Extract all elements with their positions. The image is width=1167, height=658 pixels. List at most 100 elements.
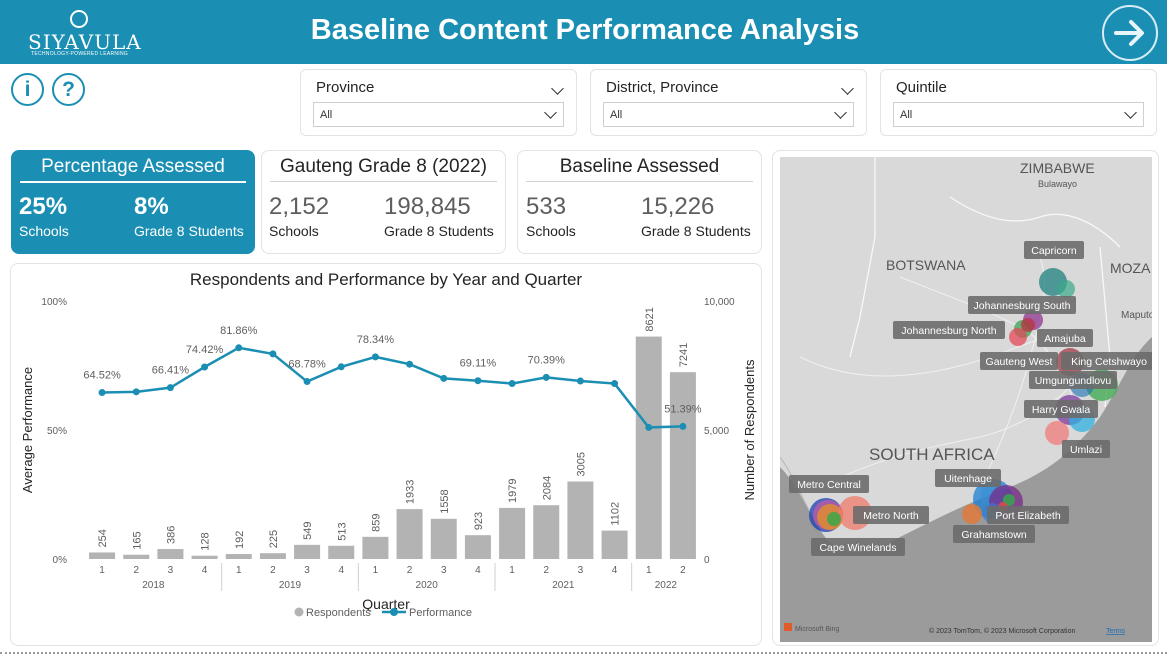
place-label: Maputo [1121, 310, 1152, 321]
schools-label: Schools [526, 223, 576, 239]
chevron-down-icon [544, 106, 557, 119]
bar-data-label: 2084 [541, 476, 553, 500]
card-title: Percentage Assessed [41, 156, 225, 177]
district-label: Metro North [863, 510, 919, 522]
district-bubble[interactable] [1057, 280, 1075, 298]
info-icon[interactable]: i [11, 73, 44, 106]
bar-data-label: 254 [97, 529, 109, 547]
district-label: Harry Gwala [1032, 404, 1091, 416]
district-bubble[interactable] [1021, 318, 1035, 332]
district-map[interactable]: ZIMBABWE Bulawayo BOTSWANA SOUTH AFRICA … [780, 157, 1152, 642]
bar-data-label: 192 [234, 531, 246, 549]
province-slicer[interactable]: Province All [300, 69, 577, 136]
district-dropdown[interactable]: All [603, 102, 854, 127]
respondents-performance-chart[interactable]: Respondents and Performance by Year and … [10, 263, 762, 646]
district-bubble[interactable] [1009, 328, 1027, 346]
students-count: 15,226 [641, 193, 715, 220]
district-label: Grahamstown [961, 529, 1027, 541]
place-label: Bulawayo [1038, 179, 1077, 189]
year-tick-label: 2021 [552, 580, 575, 591]
district-label: Umlazi [1070, 444, 1102, 456]
respondents-bar [430, 518, 457, 559]
gauteng-grade8-card: Gauteng Grade 8 (2022) 2,152 Schools 198… [261, 150, 506, 254]
y2-tick-label: 0 [704, 555, 710, 566]
bar-data-label: 513 [336, 522, 348, 540]
respondents-bar [259, 553, 286, 559]
card-divider [526, 181, 753, 182]
respondents-bar [157, 549, 184, 559]
card-title: Gauteng Grade 8 (2022) [279, 156, 488, 177]
x-axis-title: Quarter [362, 596, 410, 612]
district-bubble[interactable] [1045, 421, 1069, 445]
bar-data-label: 386 [165, 526, 177, 544]
quintile-dropdown-value: All [900, 109, 913, 121]
microsoft-logo-icon [784, 623, 792, 631]
chevron-down-icon[interactable] [841, 82, 854, 95]
arrow-right-icon [1114, 20, 1144, 46]
quarter-tick-label: 1 [373, 565, 379, 576]
bar-data-label: 859 [370, 513, 382, 531]
performance-point [542, 373, 550, 381]
quintile-dropdown[interactable]: All [893, 102, 1144, 127]
quarter-tick-label: 3 [304, 565, 310, 576]
chevron-down-icon[interactable] [551, 82, 564, 95]
quarter-tick-label: 1 [646, 565, 652, 576]
quarter-tick-label: 2 [407, 565, 413, 576]
y-tick-label: 50% [47, 426, 67, 437]
y2-tick-label: 10,000 [704, 297, 735, 308]
quarter-tick-label: 3 [168, 565, 174, 576]
province-dropdown-value: All [320, 109, 333, 121]
performance-data-label: 51.39% [664, 403, 702, 415]
respondents-bar [533, 505, 560, 559]
y-axis-title: Average Performance [20, 367, 35, 493]
percentage-assessed-card: Percentage Assessed 25% Schools 8% Grade… [11, 150, 255, 254]
performance-point [337, 363, 345, 371]
performance-data-label: 64.52% [83, 370, 121, 382]
bar-data-label: 1979 [507, 478, 519, 502]
district-label: Port Elizabeth [995, 510, 1061, 522]
header-bar: SIYAVULA TECHNOLOGY-POWERED LEARNING Bas… [0, 0, 1167, 64]
quarter-tick-label: 4 [612, 565, 618, 576]
district-bubble[interactable] [827, 512, 841, 526]
schools-label: Schools [19, 223, 69, 239]
page-bottom-border [0, 652, 1167, 654]
district-label: Metro Central [797, 479, 861, 491]
quarter-tick-label: 1 [99, 565, 105, 576]
district-label-box [1062, 440, 1110, 458]
chevron-down-icon [834, 106, 847, 119]
y2-tick-label: 5,000 [704, 426, 729, 437]
district-label: Umgungundlovu [1035, 375, 1112, 387]
performance-point [269, 350, 277, 358]
district-label: Cape Winelands [819, 542, 896, 554]
card-divider [20, 181, 246, 183]
schools-count: 2,152 [269, 193, 330, 220]
quintile-slicer[interactable]: Quintile All [880, 69, 1157, 136]
performance-data-label: 74.42% [186, 344, 224, 356]
map-terms-link[interactable]: Terms [1106, 628, 1126, 635]
district-label-box [968, 296, 1076, 314]
performance-point [440, 374, 448, 382]
next-page-button[interactable] [1102, 5, 1158, 61]
country-label: SOUTH AFRICA [869, 445, 995, 464]
performance-data-label: 68.78% [288, 359, 326, 371]
district-bubble[interactable] [962, 504, 982, 524]
province-dropdown[interactable]: All [313, 102, 564, 127]
baseline-assessed-card: Baseline Assessed 533 Schools 15,226 Gra… [517, 150, 762, 254]
district-label-box [935, 469, 1001, 487]
bar-data-label: 1933 [405, 480, 417, 504]
performance-data-label: 78.34% [357, 334, 395, 346]
ocean-area [780, 337, 1152, 642]
district-label-box [1037, 329, 1093, 347]
district-label-box [1061, 352, 1152, 370]
map-canvas[interactable]: ZIMBABWE Bulawayo BOTSWANA SOUTH AFRICA … [780, 157, 1152, 642]
district-slicer[interactable]: District, Province All [590, 69, 867, 136]
bar-data-label: 1102 [610, 502, 622, 526]
students-label: Grade 8 Students [134, 223, 244, 239]
help-icon[interactable]: ? [52, 73, 85, 106]
district-label-box [789, 475, 869, 493]
district-label-box [893, 321, 1005, 339]
logo-tagline: TECHNOLOGY-POWERED LEARNING [31, 51, 129, 57]
quarter-tick-label: 2 [133, 565, 139, 576]
quarter-tick-label: 3 [578, 565, 584, 576]
district-label: Gauteng West [986, 356, 1053, 368]
